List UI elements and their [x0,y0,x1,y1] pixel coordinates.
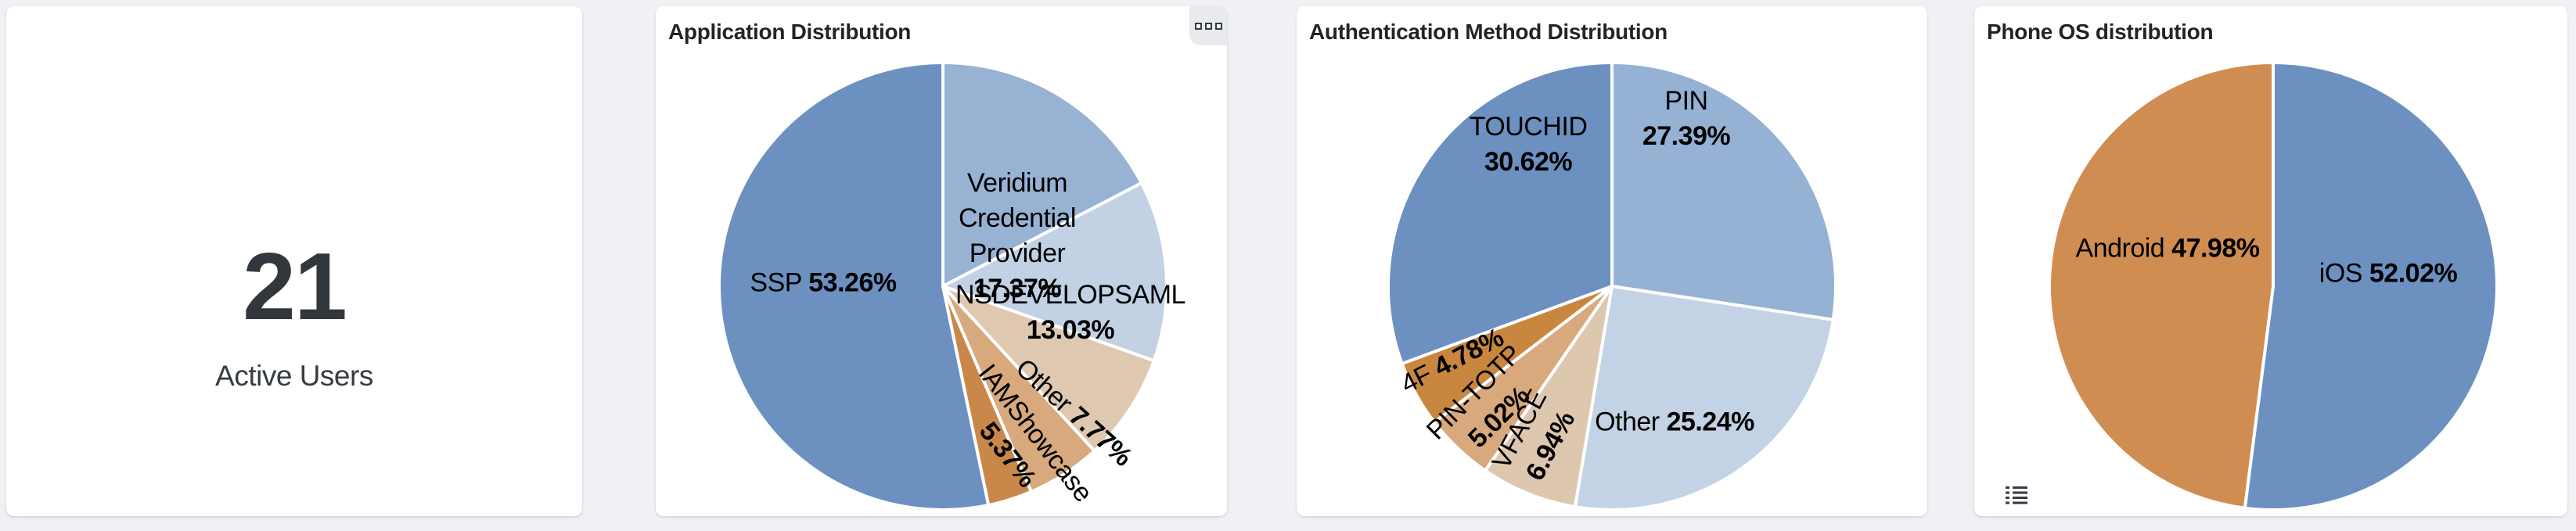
three-squares-icon [1194,22,1222,30]
authentication-method-distribution-card: Authentication Method Distribution PIN 27… [1297,6,1927,516]
pie-slice-other[interactable] [941,285,1156,453]
active-users-label: Active Users [215,360,373,392]
active-users-value: 21 [243,233,347,339]
phone-os-distribution-card: Phone OS distribution iOS 52.02% Android … [1974,6,2567,516]
pie-slice-veridium-credential-provider[interactable] [941,61,1143,288]
card-title-authentication-method-distribution: Authentication Method Distribution [1309,20,1668,44]
pie-svg [717,61,1169,511]
list-icon [2006,486,2027,504]
active-users-card: 21 Active Users [6,6,582,516]
pie-slice-ssp[interactable] [717,61,991,511]
pie-slice-android[interactable] [2048,61,2275,510]
phone-os-distribution-pie [2046,59,2500,513]
pie-slice-touchid[interactable] [1387,61,1614,365]
pie-slice-ios[interactable] [2243,61,2499,511]
application-distribution-pie [716,59,1170,513]
chart-menu-button[interactable] [1189,6,1227,45]
card-title-phone-os-distribution: Phone OS distribution [1987,20,2214,44]
authentication-method-distribution-pie [1385,59,1839,513]
application-distribution-card: Application Distribution Veridium Credent… [656,6,1227,516]
card-title-application-distribution: Application Distribution [668,20,912,44]
pie-slice-other[interactable] [1573,285,1835,511]
pie-svg [1387,61,1837,511]
pie-slice-nsdevelopsaml[interactable] [941,181,1169,363]
pie-svg [2048,61,2499,511]
legend-button[interactable] [2002,483,2031,507]
pie-slice-vface[interactable] [1484,285,1614,509]
pie-slice-pin[interactable] [1610,61,1837,321]
